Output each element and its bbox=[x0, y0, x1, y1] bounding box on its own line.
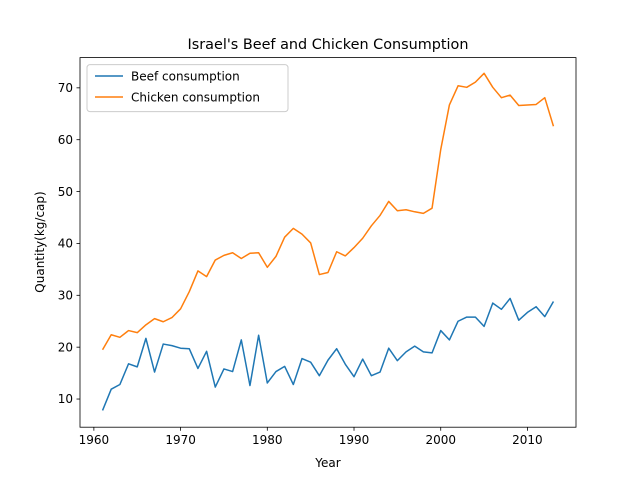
y-tick-label: 10 bbox=[58, 392, 73, 406]
legend: Beef consumption Chicken consumption bbox=[86, 64, 289, 113]
legend-label-chicken: Chicken consumption bbox=[131, 91, 260, 105]
legend-label-beef: Beef consumption bbox=[131, 70, 240, 84]
legend-box bbox=[86, 64, 289, 113]
y-axis-ticks: 10 20 30 40 50 60 70 bbox=[58, 81, 80, 406]
y-tick-label: 60 bbox=[58, 133, 73, 147]
plot-lines bbox=[101, 72, 555, 411]
y-tick-label: 50 bbox=[58, 185, 73, 199]
x-axis-label: Year bbox=[314, 456, 340, 470]
x-tick-label: 1990 bbox=[339, 433, 370, 447]
x-axis-ticks: 1960 1970 1980 1990 2000 2010 bbox=[79, 427, 543, 447]
y-tick-label: 70 bbox=[58, 81, 73, 95]
chart-title: Israel's Beef and Chicken Consumption bbox=[188, 37, 469, 53]
series-line-1 bbox=[101, 72, 555, 351]
y-axis-label: Quantity(kg/cap) bbox=[33, 191, 47, 292]
x-tick-label: 1980 bbox=[252, 433, 283, 447]
x-tick-label: 2000 bbox=[425, 433, 456, 447]
plot-frame bbox=[79, 57, 577, 428]
x-tick-label: 1970 bbox=[165, 433, 196, 447]
y-tick-label: 20 bbox=[58, 340, 73, 354]
y-tick-label: 40 bbox=[58, 237, 73, 251]
x-tick-label: 1960 bbox=[79, 433, 110, 447]
y-tick-label: 30 bbox=[58, 289, 73, 303]
x-tick-label: 2010 bbox=[512, 433, 543, 447]
series-line-0 bbox=[101, 297, 555, 411]
